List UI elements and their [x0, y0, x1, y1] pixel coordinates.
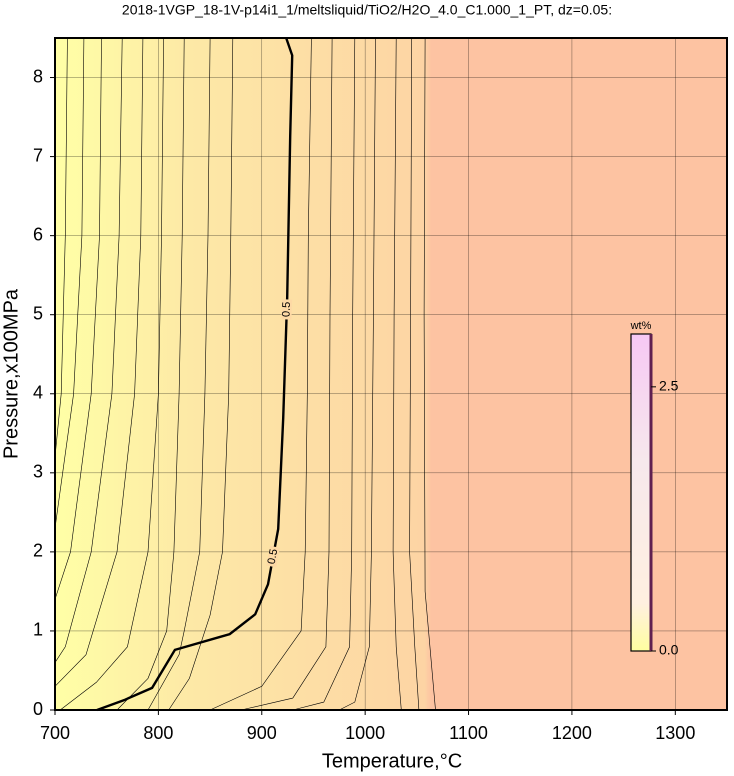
- contour-line: [392, 37, 402, 711]
- x-tick-label: 1200: [552, 723, 592, 743]
- y-tick-label: 7: [33, 145, 43, 165]
- contour-line: [116, 37, 185, 711]
- y-tick-label: 5: [33, 303, 43, 323]
- contour-label: 0.5: [266, 548, 281, 565]
- x-tick-label: 900: [247, 723, 277, 743]
- contour-label-gap: [266, 545, 280, 568]
- y-axis-label: Pressure,x100MPa: [0, 288, 22, 459]
- contour-line: [209, 37, 312, 711]
- plot-background: [55, 38, 727, 710]
- y-tick-label: 6: [33, 224, 43, 244]
- x-tick-label: 1300: [655, 723, 695, 743]
- y-tick-label: 3: [33, 462, 43, 482]
- chart-title: 2018-1VGP_18-1V-p14i1_1/meltsliquid/TiO2…: [122, 2, 612, 18]
- contour-line: [54, 37, 102, 600]
- contour-line: [241, 37, 333, 711]
- y-tick-label: 0: [33, 699, 43, 719]
- contour-line: [54, 37, 123, 663]
- x-tick-label: 800: [143, 723, 173, 743]
- contour-label-gap: [281, 299, 293, 320]
- contour-line-labeled: [96, 37, 294, 712]
- x-tick-label: 1100: [449, 723, 488, 743]
- y-tick-label: 2: [33, 541, 43, 561]
- y-tick-label: 8: [33, 66, 43, 86]
- contour-line: [54, 37, 68, 458]
- colorbar: [630, 333, 652, 652]
- x-tick-label: 1000: [345, 723, 385, 743]
- y-tick-label: 4: [33, 383, 43, 403]
- plot-frame: [54, 37, 728, 711]
- y-tick-label: 1: [33, 620, 43, 640]
- contour-line: [292, 37, 356, 711]
- contour-line: [54, 37, 85, 529]
- contour-line: [60, 37, 164, 711]
- x-axis-label: Temperature,°C: [322, 750, 462, 772]
- contour-label: 0.5: [280, 302, 293, 318]
- colorbar-tick-label: 2.5: [659, 378, 679, 394]
- colorbar-tick-label: 0.0: [659, 642, 679, 658]
- contour-line: [168, 37, 234, 711]
- contour-line: [147, 37, 211, 711]
- x-tick-label: 700: [40, 723, 70, 743]
- contour-line: [409, 37, 420, 711]
- contour-line: [339, 37, 376, 711]
- colorbar-label: wt%: [630, 320, 652, 332]
- contour-line: [423, 37, 436, 711]
- contour-line: [54, 37, 144, 687]
